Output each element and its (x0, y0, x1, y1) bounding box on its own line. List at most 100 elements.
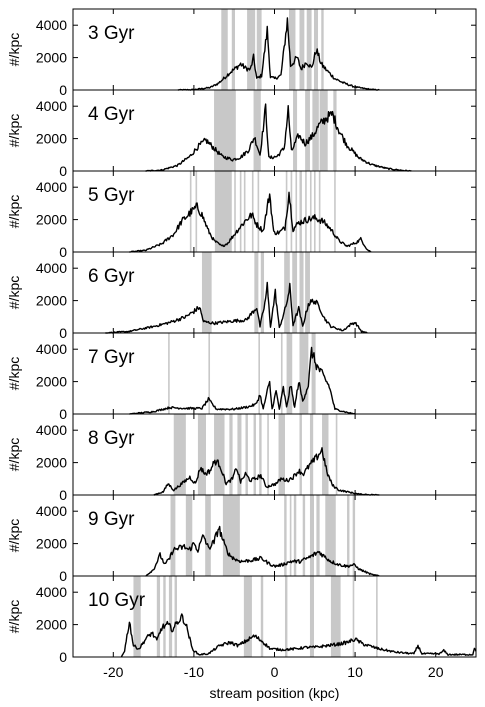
shaded-band (231, 9, 235, 90)
panel-label: 9 Gyr (88, 509, 135, 530)
density-profile-line (120, 613, 477, 658)
shaded-band (243, 576, 252, 657)
y-tick-label: 4000 (36, 260, 67, 276)
shaded-band (316, 495, 320, 576)
y-axis-label: #/kpc (6, 438, 22, 471)
y-tick-label: 2000 (36, 455, 67, 471)
shaded-band (334, 171, 336, 252)
shaded-band (260, 576, 264, 657)
shaded-band (330, 576, 341, 657)
shaded-band (284, 252, 290, 333)
y-tick-label: 0 (59, 325, 67, 341)
density-profile-line (153, 447, 380, 496)
shaded-band (259, 414, 262, 495)
y-tick-label: 0 (59, 487, 67, 503)
shaded-band (299, 333, 309, 414)
shaded-band (214, 90, 236, 171)
y-tick-label: 0 (59, 406, 67, 422)
shaded-band (229, 414, 233, 495)
shaded-band (254, 252, 259, 333)
shaded-band (260, 252, 265, 333)
shaded-band (214, 414, 225, 495)
y-axis-label: #/kpc (6, 357, 22, 390)
shaded-band (285, 171, 288, 252)
density-profile-line (105, 281, 368, 334)
shaded-band (293, 90, 298, 171)
shaded-band (253, 90, 261, 171)
panel-label: 4 Gyr (88, 104, 135, 125)
shaded-band (311, 333, 316, 414)
shaded-band (185, 495, 193, 576)
shaded-band (195, 171, 198, 252)
shaded-band (299, 9, 305, 90)
shaded-band (335, 414, 338, 495)
x-tick-label: 0 (271, 664, 279, 680)
x-tick-label: -10 (184, 664, 204, 680)
shaded-band (267, 414, 269, 495)
y-tick-label: 0 (59, 649, 67, 665)
density-profile-line (129, 346, 356, 415)
panel-label: 7 Gyr (88, 347, 135, 368)
shaded-band (197, 414, 206, 495)
y-tick-label: 2000 (36, 293, 67, 309)
panel-1: 0 2000 4000 #/kpc 3 Gyr (6, 8, 477, 98)
shaded-band (333, 90, 337, 171)
y-tick-label: 0 (59, 82, 67, 98)
shaded-band (243, 171, 246, 252)
shaded-band (352, 495, 356, 576)
y-axis-label: #/kpc (6, 33, 22, 66)
shaded-band (221, 9, 228, 90)
shaded-band (322, 414, 329, 495)
shaded-band (299, 252, 304, 333)
y-tick-label: 4000 (36, 503, 67, 519)
y-tick-label: 4000 (36, 17, 67, 33)
x-tick-label: -20 (103, 664, 123, 680)
shaded-band (170, 495, 176, 576)
y-axis-label: #/kpc (6, 276, 22, 309)
y-tick-label: 2000 (36, 212, 67, 228)
panel-2: 0 2000 4000 #/kpc 4 Gyr (6, 89, 477, 179)
shaded-band (289, 9, 296, 90)
panel-6: 0 2000 4000 #/kpc 8 Gyr (6, 413, 477, 503)
y-tick-label: 4000 (36, 584, 67, 600)
y-tick-label: 4000 (36, 341, 67, 357)
panel-frame (72, 170, 477, 253)
panel-label: 5 Gyr (88, 185, 135, 206)
y-tick-label: 2000 (36, 50, 67, 66)
shaded-band (292, 252, 298, 333)
density-profile-line (129, 191, 372, 253)
density-profile-line (145, 103, 412, 172)
panel-4: 0 2000 4000 #/kpc 6 Gyr (6, 251, 477, 341)
shaded-band (278, 414, 285, 495)
shaded-band (168, 576, 173, 657)
y-tick-label: 4000 (36, 179, 67, 195)
shaded-band (305, 252, 310, 333)
shaded-band (286, 333, 293, 414)
shaded-band (306, 9, 312, 90)
shaded-band (309, 576, 314, 657)
panel-label: 6 Gyr (88, 266, 135, 287)
shaded-band (214, 171, 232, 252)
shaded-band (309, 414, 314, 495)
shaded-band (309, 495, 314, 576)
shaded-band (253, 414, 256, 495)
shaded-band (239, 171, 242, 252)
shaded-band (299, 171, 302, 252)
panel-3: 0 2000 4000 #/kpc 5 Gyr (6, 170, 477, 260)
y-tick-label: 2000 (36, 374, 67, 390)
shaded-band (293, 495, 297, 576)
shaded-band (312, 90, 319, 171)
panel-frame (72, 494, 477, 577)
panel-label: 3 Gyr (88, 23, 135, 44)
shaded-band (247, 9, 256, 90)
x-axis-label: stream position (kpc) (210, 685, 340, 701)
panel-label: 10 Gyr (88, 590, 146, 611)
shaded-band (284, 576, 288, 657)
shaded-band (321, 9, 324, 90)
y-tick-label: 0 (59, 163, 67, 179)
y-tick-label: 2000 (36, 131, 67, 147)
shaded-band (234, 171, 236, 252)
shaded-band (319, 90, 328, 171)
panel-frame (72, 413, 477, 496)
y-tick-label: 0 (59, 244, 67, 260)
